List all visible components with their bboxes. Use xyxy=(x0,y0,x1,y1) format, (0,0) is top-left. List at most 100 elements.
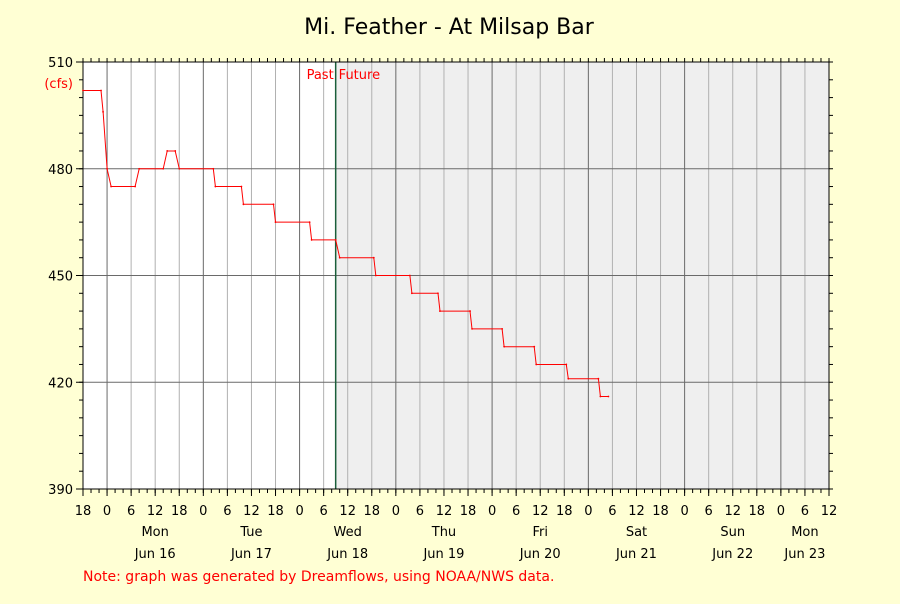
flow-data-point xyxy=(100,89,102,92)
flow-data-point xyxy=(82,89,84,92)
x-hour-tick-label: 18 xyxy=(364,504,381,519)
x-date-label: Jun 18 xyxy=(326,547,368,562)
flow-data-point xyxy=(372,256,375,259)
x-hour-tick-label: 0 xyxy=(777,504,785,519)
flow-data-point xyxy=(471,327,473,330)
x-day-label: Sun xyxy=(720,525,745,540)
flow-data-point xyxy=(310,239,313,241)
x-date-label: Jun 17 xyxy=(230,547,272,562)
x-hour-tick-label: 0 xyxy=(584,504,592,519)
flow-series-line xyxy=(83,90,609,397)
y-tick-label: 420 xyxy=(48,376,73,391)
x-day-label: Thu xyxy=(431,525,456,540)
flow-data-point xyxy=(308,221,311,224)
y-tick-label: 510 xyxy=(48,56,73,71)
y-tick-label: 450 xyxy=(48,270,73,285)
flow-data-point xyxy=(533,345,536,348)
plot-area: 18 0 6 12 18 0 6 12 18 0 6 12 18 0 6 12 18 0 6 12 18 0 6 12 18 0 6… xyxy=(44,56,837,562)
y-unit-label: (cfs) xyxy=(44,77,73,92)
flow-data-point xyxy=(212,167,215,170)
x-hour-tick-label: 12 xyxy=(243,504,260,519)
flow-data-point xyxy=(334,239,337,241)
future-label: Future xyxy=(339,68,380,83)
flow-data-point xyxy=(102,110,104,113)
y-tick-label: 480 xyxy=(48,163,73,178)
past-label: Past xyxy=(307,68,334,83)
x-hour-tick-label: 12 xyxy=(628,504,645,519)
x-hour-tick-label: 12 xyxy=(821,504,838,519)
x-hour-tick-label: 6 xyxy=(608,504,616,519)
flow-data-point xyxy=(166,150,169,152)
x-hour-tick-label: 12 xyxy=(339,504,356,519)
x-hour-tick-label: 18 xyxy=(652,504,669,519)
flow-data-point xyxy=(439,310,441,312)
flow-data-point xyxy=(410,292,413,295)
flow-data-point xyxy=(437,292,439,295)
x-date-label: Jun 19 xyxy=(422,547,464,562)
flow-data-point xyxy=(501,327,504,330)
flow-data-point xyxy=(106,167,108,170)
x-date-label: Jun 23 xyxy=(783,547,825,562)
x-hour-tick-label: 6 xyxy=(223,504,231,519)
footnote: Note: graph was generated by Dreamflows,… xyxy=(83,569,554,585)
x-date-label: Jun 16 xyxy=(134,547,176,562)
flow-data-point xyxy=(338,256,341,259)
x-date-label: Jun 20 xyxy=(519,547,561,562)
flow-data-point xyxy=(607,395,610,398)
x-hour-tick-label: 12 xyxy=(436,504,453,519)
y-tick-label: 390 xyxy=(48,483,73,498)
flow-data-point xyxy=(214,185,217,188)
x-date-label: Jun 22 xyxy=(711,547,753,562)
flow-data-point xyxy=(567,377,570,380)
x-hour-tick-label: 0 xyxy=(392,504,400,519)
x-hour-tick-label: 6 xyxy=(416,504,424,519)
x-hour-tick-label: 6 xyxy=(127,504,135,519)
x-hour-tick-label: 0 xyxy=(680,504,688,519)
x-hour-tick-label: 0 xyxy=(199,504,207,519)
x-day-label: Mon xyxy=(791,525,818,540)
flow-data-point xyxy=(174,150,177,152)
x-hour-tick-label: 6 xyxy=(801,504,809,519)
x-day-label: Mon xyxy=(141,525,168,540)
flow-data-point xyxy=(408,274,411,277)
x-hour-tick-label: 0 xyxy=(295,504,303,519)
x-hour-tick-label: 6 xyxy=(512,504,520,519)
x-hour-tick-label: 6 xyxy=(320,504,328,519)
flow-data-point xyxy=(565,363,568,366)
flow-data-point xyxy=(240,185,243,188)
flow-data-point xyxy=(134,185,137,188)
x-hour-tick-label: 12 xyxy=(532,504,549,519)
x-day-label: Tue xyxy=(239,525,262,540)
x-hour-tick-label: 0 xyxy=(103,504,111,519)
flow-data-point xyxy=(272,203,275,206)
flow-data-point xyxy=(599,395,602,398)
x-hour-tick-label: 18 xyxy=(75,504,92,519)
flow-data-point xyxy=(597,377,600,380)
x-hour-tick-label: 12 xyxy=(724,504,741,519)
plot-border xyxy=(82,61,830,490)
flow-data-point xyxy=(178,167,181,170)
flow-data-point xyxy=(162,167,165,170)
x-hour-tick-label: 0 xyxy=(488,504,496,519)
flow-data-point xyxy=(242,203,245,206)
x-day-label: Sat xyxy=(626,525,647,540)
flow-data-point xyxy=(374,274,377,277)
flow-data-point xyxy=(110,185,112,188)
x-day-label: Wed xyxy=(334,525,362,540)
flow-data-point xyxy=(274,221,277,224)
x-hour-tick-label: 18 xyxy=(267,504,284,519)
x-hour-tick-label: 12 xyxy=(147,504,164,519)
x-hour-tick-label: 18 xyxy=(460,504,477,519)
x-day-label: Fri xyxy=(532,525,548,540)
x-hour-tick-label: 18 xyxy=(556,504,573,519)
x-hour-tick-label: 6 xyxy=(705,504,713,519)
x-date-label: Jun 21 xyxy=(615,547,657,562)
chart-title: Mi. Feather - At Milsap Bar xyxy=(304,15,595,40)
x-hour-tick-label: 18 xyxy=(171,504,188,519)
x-hour-tick-label: 18 xyxy=(749,504,766,519)
flow-data-point xyxy=(138,167,141,170)
flow-data-point xyxy=(503,345,506,348)
flow-data-point xyxy=(535,363,538,366)
